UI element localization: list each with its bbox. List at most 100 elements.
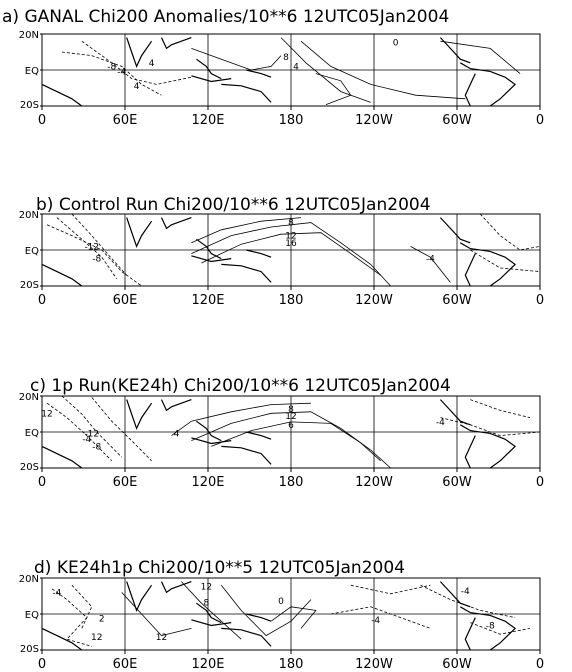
contour-label: -8: [486, 622, 495, 632]
coastline: [126, 581, 153, 613]
contour-label: 2: [99, 614, 105, 624]
contour-label: 8: [283, 53, 289, 63]
panel-title: b) Control Run Chi200/10**6 12UTC05Jan20…: [36, 195, 431, 215]
contour-label: -8: [92, 442, 101, 452]
lon-label: 0: [536, 657, 544, 672]
contour-label: -4: [117, 67, 126, 77]
lat-label: EQ: [25, 610, 39, 621]
coastline: [126, 37, 153, 69]
lat-label: 20N: [19, 30, 39, 41]
lon-label: 120W: [355, 657, 393, 672]
positive-contour: [201, 232, 381, 276]
positive-contour: [181, 581, 242, 640]
lat-label: 20S: [20, 100, 39, 111]
coastline: [160, 217, 192, 230]
positive-contour: [191, 48, 282, 71]
contour-label: 12: [91, 633, 102, 643]
panel-d: d) KE24h1p Chi200/10**5 12UTC05Jan200420…: [19, 558, 544, 672]
negative-contour: [470, 249, 541, 272]
negative-contour: [61, 395, 122, 458]
coastline: [221, 445, 272, 465]
coastline: [439, 399, 471, 426]
negative-contour: [71, 213, 127, 276]
coastline: [221, 83, 272, 103]
negative-contour: [61, 51, 162, 96]
coastline: [126, 399, 153, 431]
positive-contour: [191, 217, 302, 244]
contour-label: 8: [288, 405, 294, 415]
lon-label: 60W: [442, 657, 472, 672]
contour-label: 8: [288, 219, 294, 229]
coastline: [160, 399, 192, 412]
negative-contour: [71, 584, 93, 629]
lon-label: 180: [279, 475, 304, 490]
contour-label: -4: [461, 587, 470, 597]
lon-label: 60E: [113, 293, 138, 308]
positive-contour: [191, 222, 391, 287]
panel-c: c) 1p Run(KE24h) Chi200/10**6 12UTC05Jan…: [19, 376, 544, 490]
negative-contour: [470, 622, 531, 635]
lon-label: 0: [536, 293, 544, 308]
lon-label: 180: [279, 293, 304, 308]
contour-label: 12: [285, 412, 296, 422]
coastline: [439, 37, 471, 64]
coastline: [246, 249, 272, 258]
coastline: [464, 617, 476, 651]
coastline: [459, 62, 517, 107]
lon-label: 180: [279, 113, 304, 128]
lat-label: EQ: [25, 428, 39, 439]
lon-label: 120E: [191, 657, 224, 672]
lat-label: 20N: [19, 392, 39, 403]
contour-label: 4: [149, 59, 155, 69]
coastline: [439, 217, 471, 244]
positive-contour: [191, 411, 391, 469]
contour-label: 12: [201, 583, 212, 593]
lon-label: 60W: [442, 293, 472, 308]
positive-contour: [280, 37, 371, 103]
panel-title: a) GANAL Chi200 Anomalies/10**6 12UTC05J…: [2, 7, 449, 27]
contour-label: -4: [436, 418, 445, 428]
coastline: [464, 435, 476, 469]
coastline: [246, 69, 272, 78]
positive-contour: [270, 606, 317, 629]
coastline: [221, 263, 272, 283]
contour-label: 6: [288, 421, 294, 431]
contour-label: 4: [174, 429, 180, 439]
contour-label: -4: [82, 435, 91, 445]
contour-label: 4: [134, 82, 140, 92]
coastline: [41, 83, 83, 107]
lon-label: 0: [536, 113, 544, 128]
coastline: [160, 581, 192, 594]
negative-contour: [91, 397, 152, 462]
coastline: [191, 75, 232, 83]
contour-label: 12: [156, 633, 167, 643]
lat-label: 20S: [20, 280, 39, 291]
coastline: [196, 602, 222, 624]
positive-contour: [211, 421, 381, 462]
contour-label: 4: [293, 62, 299, 72]
lon-label: 60W: [442, 475, 472, 490]
lon-label: 120W: [355, 293, 393, 308]
lon-label: 60W: [442, 113, 472, 128]
coastline: [191, 619, 232, 627]
negative-contour: [46, 402, 112, 462]
positive-contour: [121, 592, 192, 637]
lon-label: 180: [279, 657, 304, 672]
negative-contour: [479, 213, 541, 251]
contour-label: -4: [52, 588, 61, 598]
negative-contour: [81, 40, 192, 85]
coastline: [459, 242, 517, 287]
panel-title: c) 1p Run(KE24h) Chi200/10**6 12UTC05Jan…: [30, 376, 451, 396]
lon-label: 60E: [113, 657, 138, 672]
coastline: [126, 217, 153, 249]
lat-label: 20N: [19, 574, 39, 585]
lon-label: 120W: [355, 475, 393, 490]
coastline: [464, 73, 476, 107]
coastline: [459, 424, 517, 469]
negative-contour: [440, 417, 541, 437]
lon-label: 120E: [191, 475, 224, 490]
contour-label: -4: [371, 616, 380, 626]
lon-label: 120W: [355, 113, 393, 128]
positive-contour: [171, 402, 311, 436]
